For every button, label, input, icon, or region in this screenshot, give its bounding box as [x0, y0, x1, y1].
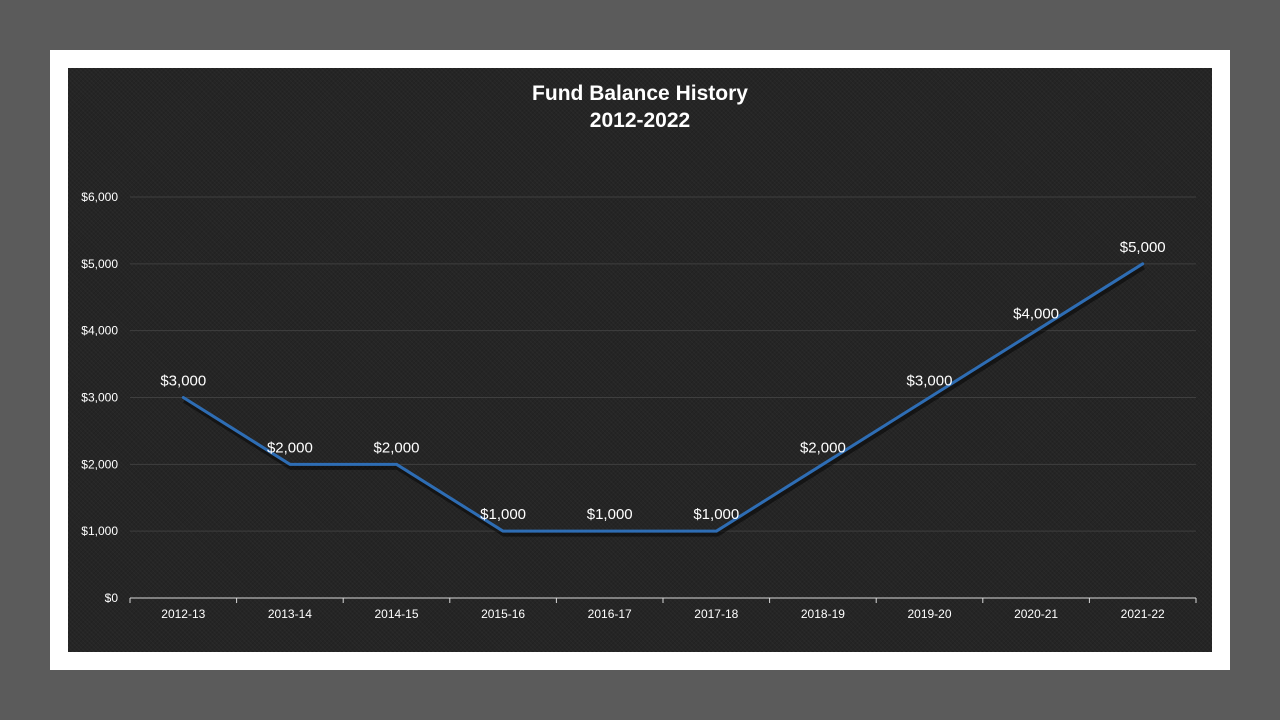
data-label: $1,000: [480, 506, 526, 523]
series: [181, 262, 1146, 537]
data-label: $1,000: [693, 506, 739, 523]
x-tick-label: 2021-22: [1121, 607, 1165, 621]
gridlines: [130, 196, 1196, 532]
y-tick-label: $6,000: [81, 190, 118, 204]
data-label: $5,000: [1120, 239, 1166, 256]
y-tick-label: $0: [105, 591, 119, 605]
x-tick-label: 2014-15: [374, 607, 418, 621]
x-tick-label: 2017-18: [694, 607, 738, 621]
y-tick-label: $3,000: [81, 391, 118, 405]
x-tick-label: 2013-14: [268, 607, 312, 621]
x-tick-label: 2012-13: [161, 607, 205, 621]
x-tick-label: 2019-20: [907, 607, 951, 621]
y-tick-label: $4,000: [81, 324, 118, 338]
data-label: $1,000: [587, 506, 633, 523]
y-tick-label: $2,000: [81, 457, 118, 471]
y-tick-label: $5,000: [81, 257, 118, 271]
x-tick-label: 2015-16: [481, 607, 525, 621]
chart-title-main: Fund Balance History: [532, 82, 748, 105]
x-tick-label: 2018-19: [801, 607, 845, 621]
data-label: $2,000: [800, 439, 846, 456]
data-label: $3,000: [907, 373, 953, 390]
axes: $0 $1,000 $2,000 $3,000 $4,000 $5,000 $6,000 20…: [81, 190, 1197, 621]
chart-area: Fund Balance History 2012-2022 $0 $1,000 $…: [68, 68, 1212, 652]
data-labels: $3,000 $2,000 $2,000 $1,000 $1,000 $1,000 $2,0…: [160, 239, 1165, 523]
chart-subtitle: 2012-2022: [589, 109, 691, 132]
data-label: $3,000: [160, 373, 206, 390]
x-tick-label: 2020-21: [1014, 607, 1058, 621]
data-label: $4,000: [1013, 306, 1059, 323]
data-label: $2,000: [267, 439, 313, 456]
series-line: [181, 262, 1145, 533]
chart-title: Fund Balance History 2012-2022: [68, 80, 1212, 134]
series-line-shadow: [182, 264, 1146, 537]
x-tick-label: 2016-17: [588, 607, 632, 621]
y-tick-label: $1,000: [81, 524, 118, 538]
data-label: $2,000: [374, 439, 420, 456]
chart-frame: Fund Balance History 2012-2022 $0 $1,000 $…: [50, 50, 1230, 670]
line-chart: $0 $1,000 $2,000 $3,000 $4,000 $5,000 $6,000 20…: [81, 190, 1197, 621]
